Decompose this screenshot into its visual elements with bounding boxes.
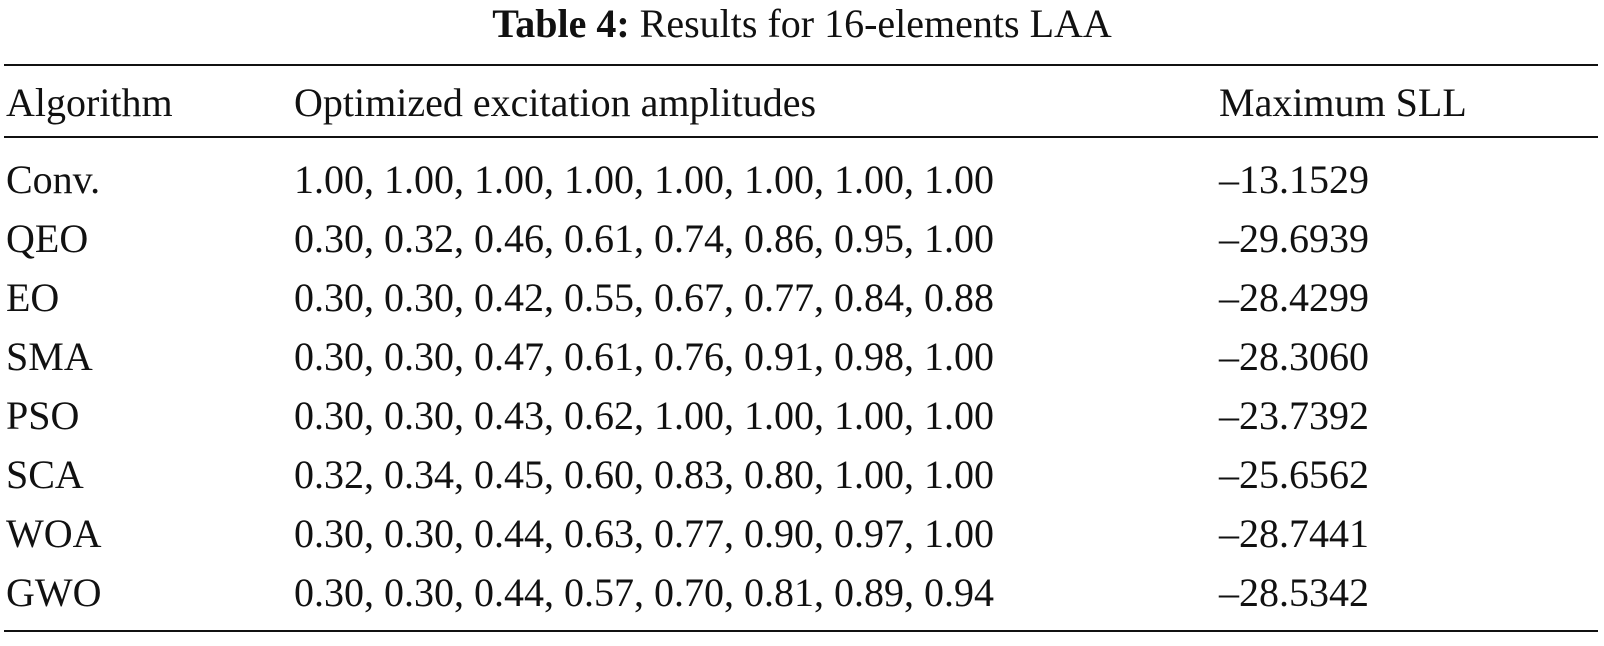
table-caption: Table 4: Results for 16-elements LAA (0, 2, 1604, 46)
spacer-row (6, 128, 1599, 150)
max-sll-cell: –28.5342 (1219, 570, 1369, 615)
amplitudes-cell: 0.30, 0.30, 0.47, 0.61, 0.76, 0.91, 0.98… (294, 334, 994, 379)
header-max-sll: Maximum SLL (1219, 79, 1467, 125)
amplitudes-cell: 0.30, 0.32, 0.46, 0.61, 0.74, 0.86, 0.95… (294, 216, 994, 261)
results-table: Algorithm Optimized excitation amplitude… (6, 76, 1599, 622)
algorithm-cell: GWO (6, 570, 102, 615)
table-row: PSO 0.30, 0.30, 0.43, 0.62, 1.00, 1.00, 1… (6, 386, 1599, 445)
table-caption-label: Table 4: (492, 1, 630, 46)
amplitudes-cell: 0.30, 0.30, 0.42, 0.55, 0.67, 0.77, 0.84… (294, 275, 994, 320)
header-amplitudes: Optimized excitation amplitudes (294, 79, 817, 125)
max-sll-cell: –29.6939 (1219, 216, 1369, 261)
algorithm-cell: EO (6, 275, 60, 320)
table-row: QEO 0.30, 0.32, 0.46, 0.61, 0.74, 0.86, 0… (6, 209, 1599, 268)
amplitudes-cell: 0.30, 0.30, 0.43, 0.62, 1.00, 1.00, 1.00… (294, 393, 994, 438)
algorithm-cell: Conv. (6, 157, 101, 202)
algorithm-cell: WOA (6, 511, 102, 556)
amplitudes-cell: 1.00, 1.00, 1.00, 1.00, 1.00, 1.00, 1.00… (294, 157, 994, 202)
table-row: Conv. 1.00, 1.00, 1.00, 1.00, 1.00, 1.00,… (6, 150, 1599, 209)
algorithm-cell: SCA (6, 452, 84, 497)
top-rule (4, 64, 1598, 66)
algorithm-cell: PSO (6, 393, 80, 438)
header-rule (4, 136, 1598, 138)
max-sll-cell: –28.4299 (1219, 275, 1369, 320)
amplitudes-cell: 0.32, 0.34, 0.45, 0.60, 0.83, 0.80, 1.00… (294, 452, 994, 497)
max-sll-cell: –28.7441 (1219, 511, 1369, 556)
max-sll-cell: –28.3060 (1219, 334, 1369, 379)
amplitudes-cell: 0.30, 0.30, 0.44, 0.63, 0.77, 0.90, 0.97… (294, 511, 994, 556)
algorithm-cell: QEO (6, 216, 89, 261)
max-sll-cell: –13.1529 (1219, 157, 1369, 202)
max-sll-cell: –23.7392 (1219, 393, 1369, 438)
table-row: SMA 0.30, 0.30, 0.47, 0.61, 0.76, 0.91, 0… (6, 327, 1599, 386)
table-row: GWO 0.30, 0.30, 0.44, 0.57, 0.70, 0.81, 0… (6, 563, 1599, 622)
max-sll-cell: –25.6562 (1219, 452, 1369, 497)
table-caption-title: Results for 16-elements LAA (639, 1, 1112, 46)
table-row: EO 0.30, 0.30, 0.42, 0.55, 0.67, 0.77, 0.… (6, 268, 1599, 327)
header-row: Algorithm Optimized excitation amplitude… (6, 76, 1599, 128)
amplitudes-cell: 0.30, 0.30, 0.44, 0.57, 0.70, 0.81, 0.89… (294, 570, 994, 615)
table-row: WOA 0.30, 0.30, 0.44, 0.63, 0.77, 0.90, 0… (6, 504, 1599, 563)
header-algorithm: Algorithm (6, 79, 173, 125)
bottom-rule (4, 630, 1598, 632)
algorithm-cell: SMA (6, 334, 93, 379)
table-row: SCA 0.32, 0.34, 0.45, 0.60, 0.83, 0.80, 1… (6, 445, 1599, 504)
